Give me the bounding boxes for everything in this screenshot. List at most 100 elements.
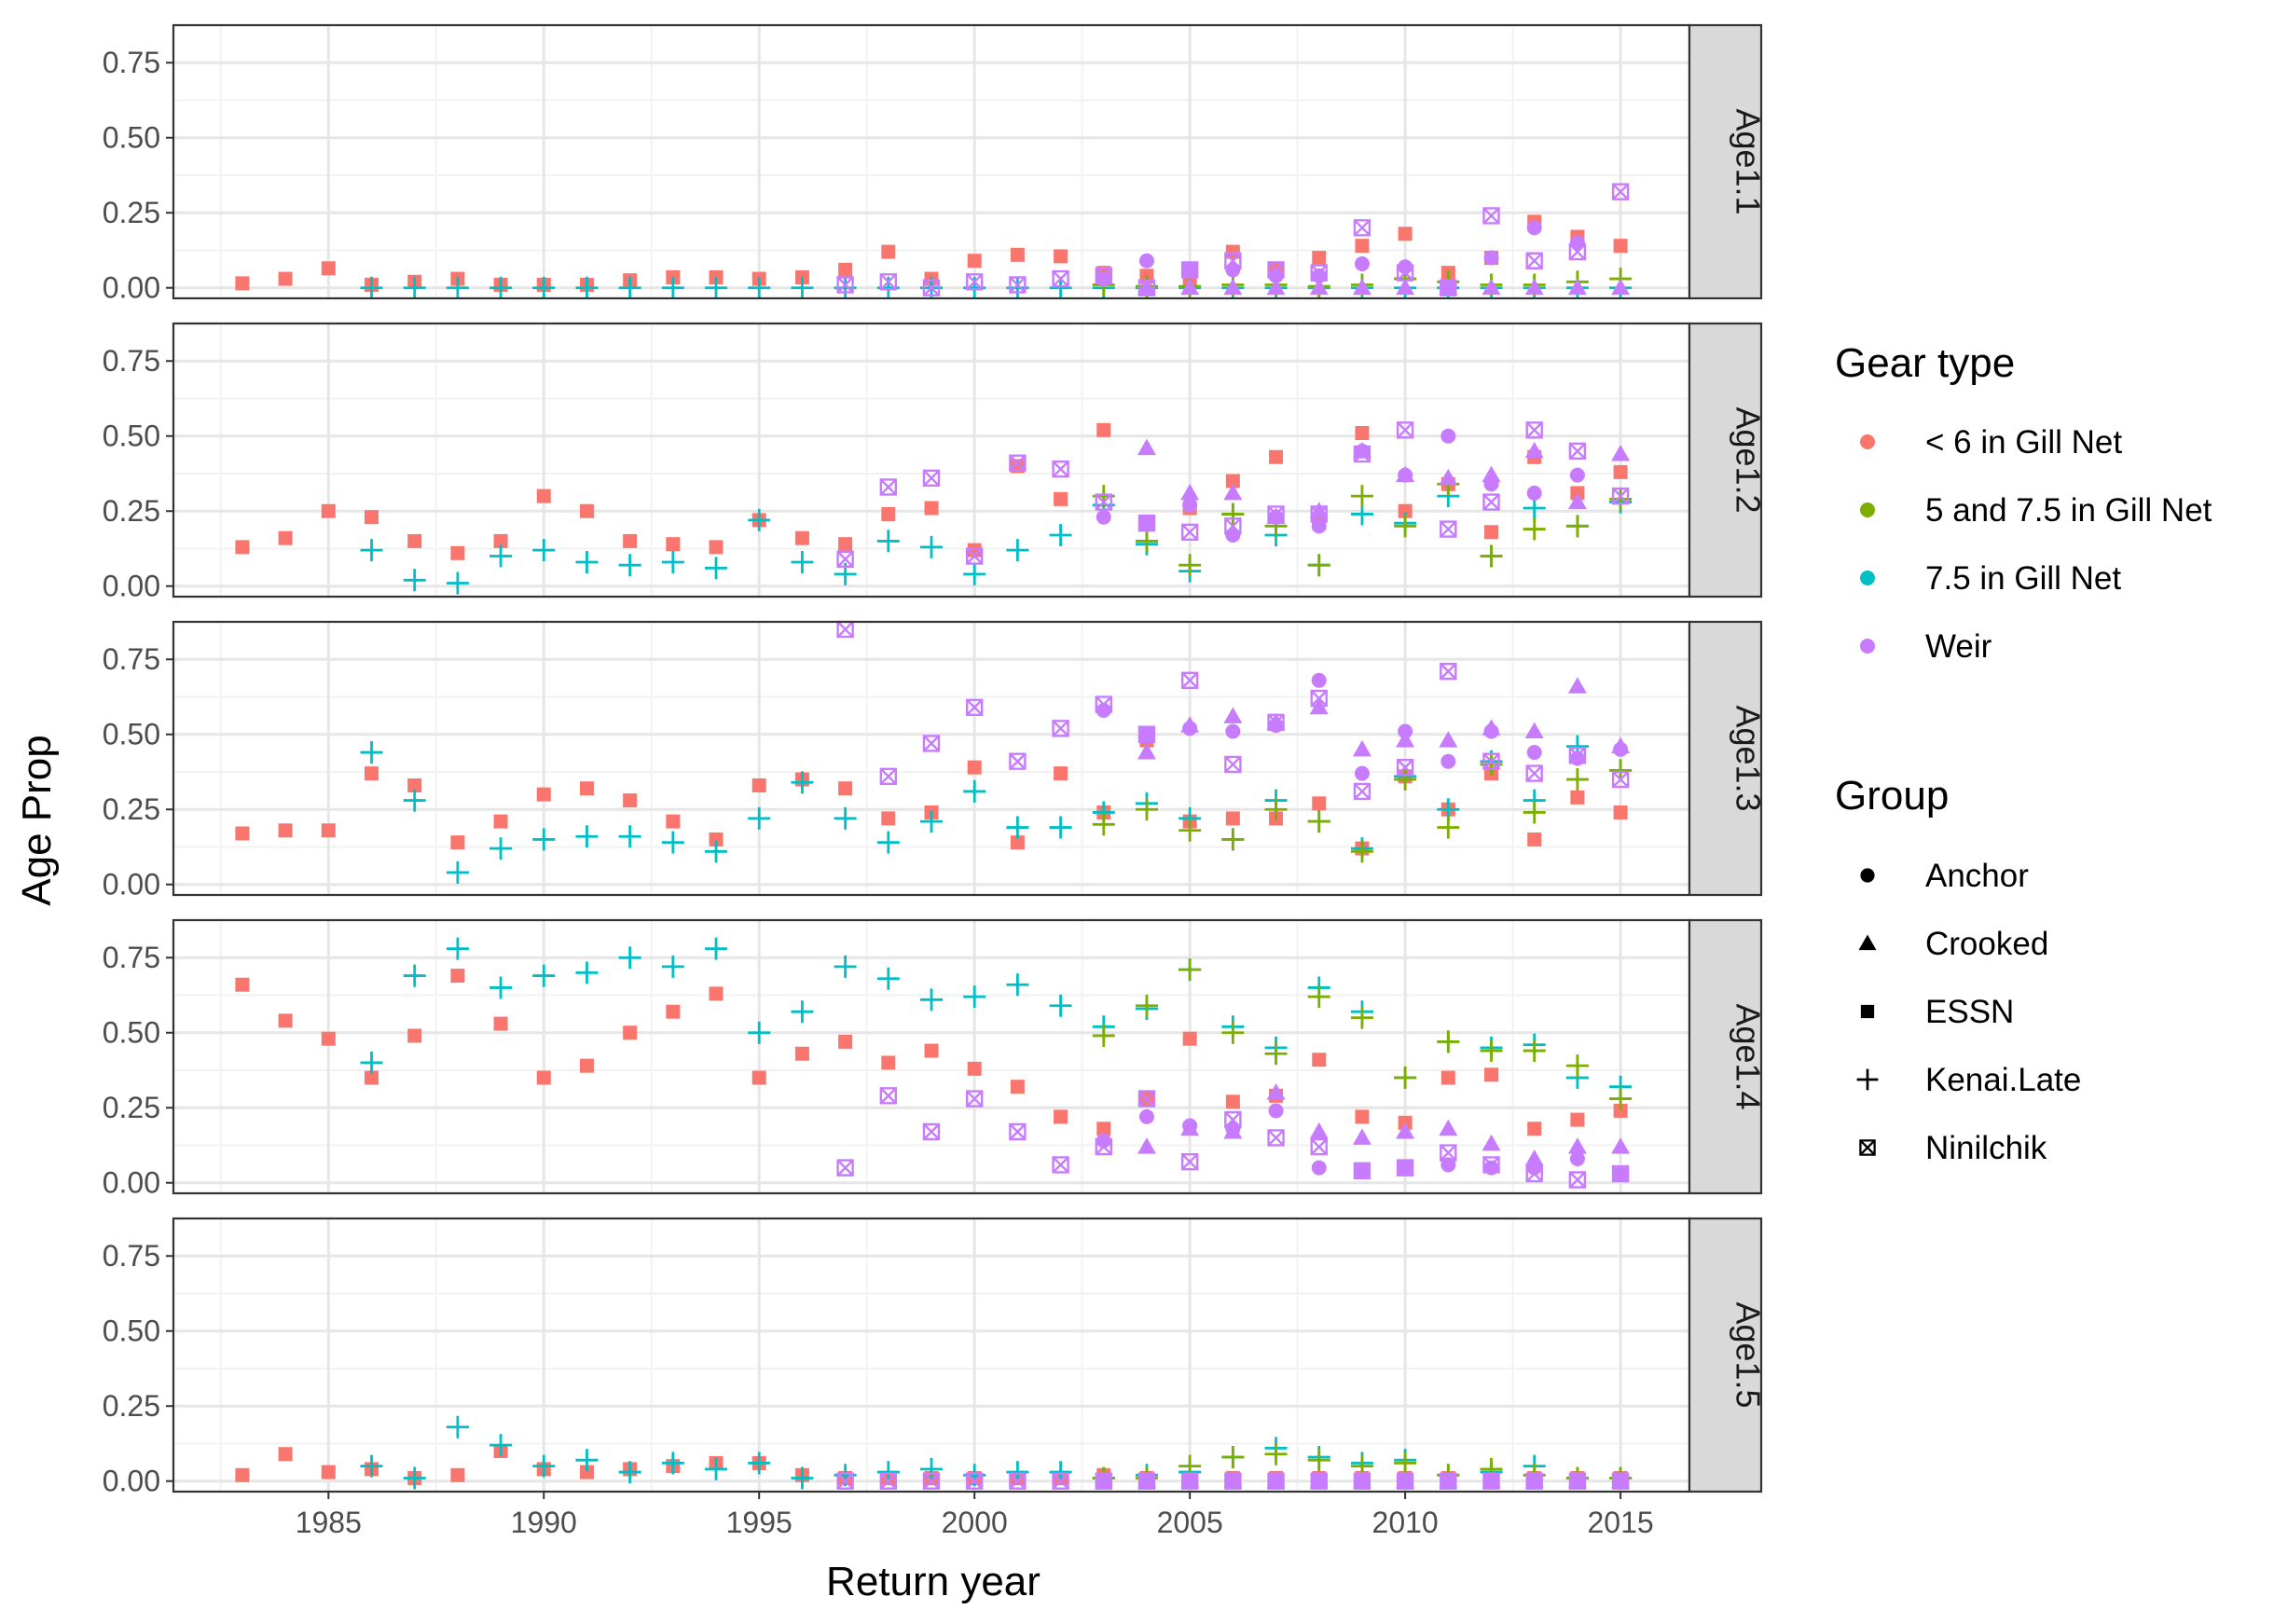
data-point <box>1178 958 1202 982</box>
data-point <box>532 539 556 562</box>
data-point <box>1137 438 1156 456</box>
data-point <box>579 781 594 796</box>
data-point <box>1437 1030 1460 1053</box>
data-point <box>1567 1137 1587 1154</box>
data-point <box>364 1070 379 1085</box>
legend-gear-key <box>1860 639 1875 654</box>
data-point <box>1221 1445 1245 1468</box>
data-point <box>666 1004 681 1019</box>
data-point <box>1052 1156 1069 1174</box>
data-point <box>1309 697 1329 715</box>
data-point <box>1611 1471 1631 1489</box>
data-point <box>794 530 809 545</box>
data-point <box>1439 731 1458 748</box>
data-point <box>575 276 599 299</box>
facet-strip-label: Age1.2 <box>1730 406 1768 513</box>
data-point <box>791 771 814 794</box>
y-tick-label: 0.75 <box>103 1239 160 1273</box>
data-point <box>1482 278 1501 296</box>
data-point <box>751 778 766 792</box>
y-tick-label: 0.75 <box>103 344 160 378</box>
data-point <box>1092 813 1115 836</box>
data-point <box>834 806 857 830</box>
data-point <box>446 1415 469 1438</box>
data-point <box>1352 441 1371 459</box>
y-tick-label: 0.25 <box>103 196 160 229</box>
y-tick-label: 0.00 <box>103 1166 160 1200</box>
data-point <box>1609 1087 1633 1110</box>
data-point <box>879 1087 898 1105</box>
data-point <box>705 1457 728 1480</box>
legend-group-key <box>1859 1139 1876 1156</box>
x-tick-label: 1990 <box>511 1506 577 1539</box>
data-point <box>920 988 943 1012</box>
data-point <box>922 469 941 488</box>
data-point <box>1311 518 1327 534</box>
data-point <box>1006 816 1029 839</box>
data-point <box>623 1025 638 1040</box>
data-point <box>1567 1471 1587 1489</box>
data-point <box>748 1452 771 1475</box>
data-point <box>579 1465 594 1479</box>
data-point <box>403 276 426 299</box>
data-point <box>1092 1024 1115 1047</box>
data-point <box>1440 428 1456 444</box>
data-point <box>278 271 293 286</box>
data-point <box>1312 796 1327 811</box>
data-point <box>881 506 896 521</box>
data-point <box>965 698 984 716</box>
data-point <box>1049 994 1072 1017</box>
data-point <box>709 986 724 1001</box>
legend-group-label: Ninilchik <box>1925 1130 2047 1166</box>
data-point <box>1264 798 1288 821</box>
data-point <box>493 533 508 548</box>
data-point <box>1052 269 1069 288</box>
data-point <box>1565 768 1589 791</box>
data-point <box>235 977 250 992</box>
data-point <box>321 1465 336 1479</box>
legend-group-key <box>1856 1068 1879 1091</box>
data-point <box>1355 1109 1370 1124</box>
facet-strip <box>1688 1217 1763 1493</box>
data-point <box>963 985 986 1009</box>
data-point <box>1054 1109 1068 1124</box>
panel-background <box>173 25 1689 298</box>
data-point <box>963 779 986 803</box>
data-point <box>1307 985 1330 1009</box>
data-point <box>403 789 426 812</box>
data-point <box>661 1452 684 1475</box>
x-axis-title: Return year <box>826 1559 1041 1604</box>
x-tick-label: 2005 <box>1157 1506 1223 1539</box>
data-point <box>881 811 896 826</box>
data-point <box>1440 753 1456 769</box>
data-point <box>661 955 684 978</box>
data-point <box>1353 782 1371 801</box>
data-point <box>1180 1471 1200 1489</box>
data-point <box>1225 244 1240 259</box>
facet-strip <box>1688 918 1763 1195</box>
data-point <box>965 1090 984 1108</box>
data-point <box>1483 250 1499 266</box>
x-tick-label: 2010 <box>1372 1506 1439 1539</box>
data-point <box>922 279 941 296</box>
data-point <box>924 1043 939 1058</box>
data-point <box>791 550 814 573</box>
data-point <box>1221 1021 1245 1044</box>
legend-gear-label: Weir <box>1925 628 1992 665</box>
legend-group-label: Anchor <box>1925 858 2029 894</box>
y-tick-label: 0.50 <box>103 718 160 751</box>
data-point <box>1524 1471 1544 1489</box>
data-point <box>1480 1039 1503 1063</box>
data-point <box>1525 421 1543 439</box>
data-point <box>278 1447 293 1462</box>
data-point <box>1309 502 1329 518</box>
data-point <box>1354 1163 1370 1178</box>
data-point <box>1611 445 1631 461</box>
data-point <box>1307 810 1330 833</box>
data-point <box>1611 487 1630 505</box>
data-point <box>1613 1103 1628 1118</box>
data-point <box>705 937 728 960</box>
data-point <box>1567 492 1587 510</box>
data-point <box>1355 426 1370 441</box>
